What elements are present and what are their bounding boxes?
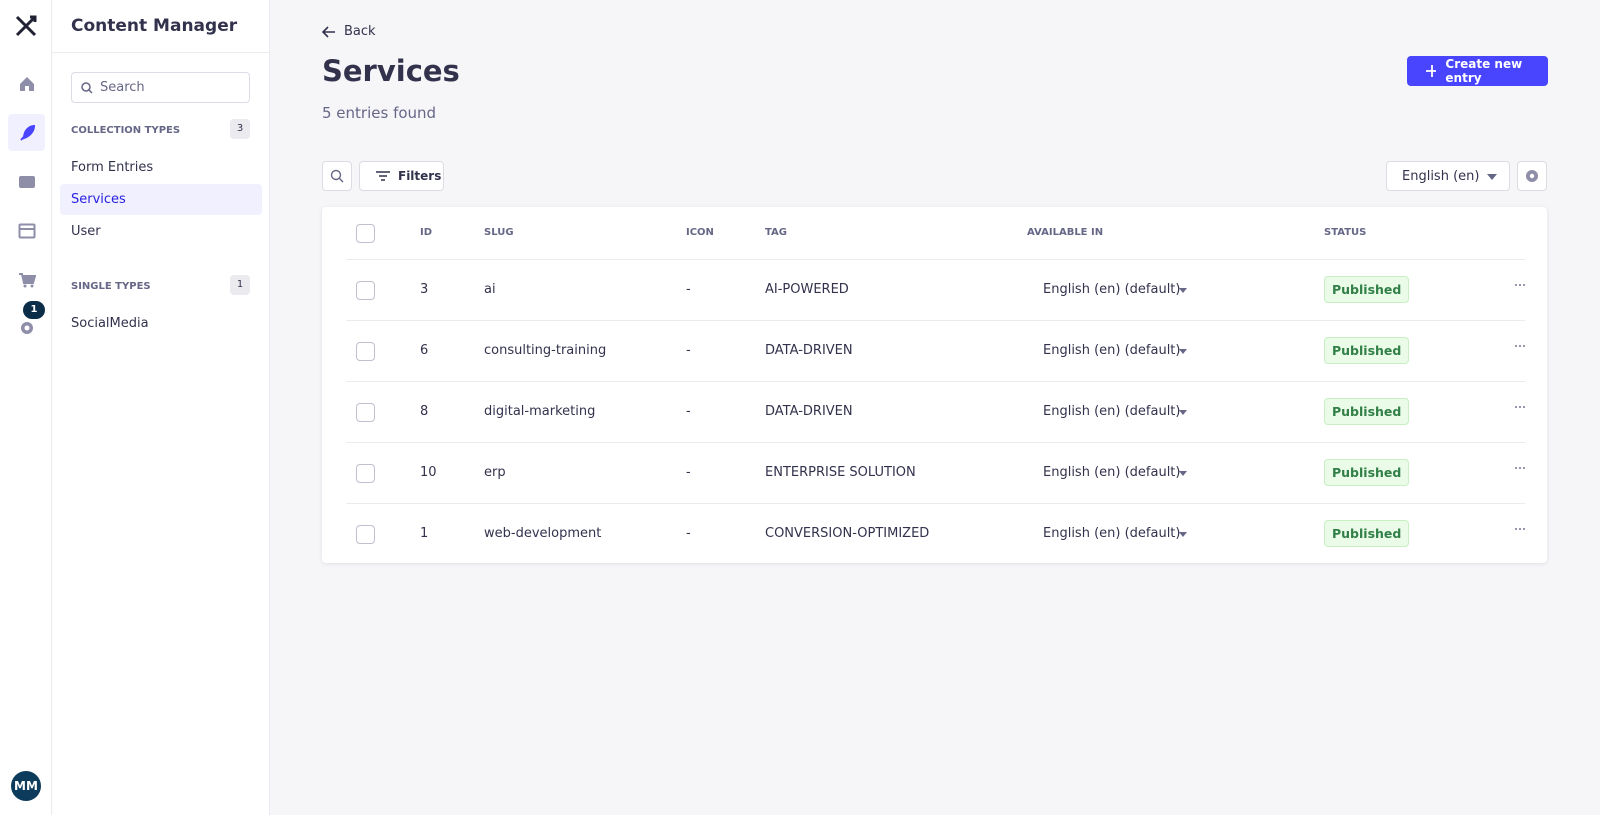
dropdown-arrow[interactable] (1179, 349, 1187, 354)
table-row[interactable]: 10 erp - ENTERPRISE SOLUTION English (en) (d… (346, 443, 1526, 504)
locale-cell[interactable]: English (en) (default) (1043, 282, 1181, 297)
cell: 3 (420, 282, 429, 297)
locale-label: English (en) (1402, 168, 1480, 184)
entries-count: 5 entries found (322, 104, 437, 122)
nav-item[interactable]: Form Entries (71, 160, 154, 175)
checkbox[interactable] (356, 342, 375, 361)
page-title: Services (322, 54, 460, 88)
table-row[interactable]: 8 digital-marketing - DATA-DRIVEN English (e… (346, 382, 1526, 443)
checkbox[interactable] (356, 224, 375, 243)
row-menu[interactable] (1514, 406, 1526, 408)
table-row[interactable]: 6 consulting-training - DATA-DRIVEN English … (346, 321, 1526, 382)
column-header: TAG (765, 227, 787, 238)
table-row[interactable]: 1 web-development - CONVERSION-OPTIMIZED Eng… (346, 504, 1526, 565)
row-menu[interactable] (1514, 528, 1526, 530)
cell: - (686, 343, 691, 358)
status-badge: Published (1324, 520, 1410, 547)
section-title: SINGLE TYPES (71, 281, 151, 292)
search-placeholder: Search (100, 80, 145, 95)
row-menu[interactable] (1514, 284, 1526, 286)
cell: ai (484, 282, 496, 297)
nav-item[interactable]: Services (60, 184, 262, 215)
divider (52, 52, 269, 53)
cell: ENTERPRISE SOLUTION (765, 465, 916, 480)
status-badge: Published (1324, 337, 1410, 364)
section-count: 1 (230, 275, 250, 295)
header-row: ID SLUG ICON TAG AVAILABLE IN STATUS (346, 207, 1525, 260)
column-header: STATUS (1324, 227, 1367, 238)
create-label: Create new entry (1445, 57, 1523, 85)
back-label: Back (344, 24, 376, 39)
row-menu[interactable] (1514, 345, 1526, 347)
dropdown-arrow[interactable] (1179, 410, 1187, 415)
avatar[interactable]: MM (11, 771, 41, 801)
cell: 10 (420, 465, 437, 480)
settings-button[interactable] (1517, 161, 1547, 191)
checkbox[interactable] (356, 281, 375, 300)
column-header: AVAILABLE IN (1027, 227, 1104, 238)
table-row[interactable]: 3 ai - AI-POWERED English (en) (default) Publ… (346, 260, 1526, 321)
locale-select[interactable]: English (en) (1386, 161, 1510, 191)
column-header: SLUG (484, 227, 514, 238)
sidebar: Content Manager Search COLLECTION TYPES 3… (52, 0, 270, 815)
dropdown-arrow[interactable] (1179, 288, 1187, 293)
create-button[interactable]: Create new entry (1407, 56, 1548, 86)
cell: - (686, 465, 691, 480)
cell: 8 (420, 404, 429, 419)
locale-cell[interactable]: English (en) (default) (1043, 404, 1181, 419)
nav-item[interactable]: User (71, 224, 101, 239)
media-link[interactable] (8, 163, 45, 200)
nav-item[interactable]: SocialMedia (71, 316, 149, 331)
cell: AI-POWERED (765, 282, 849, 297)
entries-table: ID SLUG ICON TAG AVAILABLE IN STATUS 3 ai - AI-PO… (322, 207, 1547, 563)
section-count: 3 (230, 119, 250, 139)
cell: DATA-DRIVEN (765, 404, 853, 419)
marketplace-link[interactable] (8, 261, 45, 298)
cell: 1 (420, 526, 429, 541)
cell: - (686, 404, 691, 419)
settings-link[interactable] (8, 309, 45, 346)
cell: web-development (484, 526, 602, 541)
row-menu[interactable] (1514, 467, 1526, 469)
back-link[interactable]: Back (322, 24, 376, 39)
cell: CONVERSION-OPTIMIZED (765, 526, 930, 541)
search-input[interactable]: Search (71, 72, 250, 103)
checkbox[interactable] (356, 464, 375, 483)
checkbox[interactable] (356, 403, 375, 422)
status-badge: Published (1324, 459, 1410, 486)
status-badge: Published (1324, 276, 1410, 303)
cell: erp (484, 465, 506, 480)
section-title: COLLECTION TYPES (71, 125, 181, 136)
filters-button[interactable]: Filters (359, 161, 444, 191)
checkbox[interactable] (356, 525, 375, 544)
status-badge: Published (1324, 398, 1410, 425)
locale-cell[interactable]: English (en) (default) (1043, 526, 1181, 541)
builder-link[interactable] (8, 212, 45, 249)
dropdown-arrow[interactable] (1179, 471, 1187, 476)
filters-label: Filters (398, 169, 442, 183)
dropdown-arrow[interactable] (1179, 532, 1187, 537)
cell: 6 (420, 343, 429, 358)
content-manager-link[interactable] (8, 114, 45, 151)
notification-badge: 1 (23, 301, 45, 319)
cell: - (686, 282, 691, 297)
cell: consulting-training (484, 343, 607, 358)
column-header: ICON (686, 227, 714, 238)
sidebar-title: Content Manager (71, 16, 238, 36)
home-link[interactable] (8, 65, 45, 102)
cell: DATA-DRIVEN (765, 343, 853, 358)
column-header: ID (420, 227, 433, 238)
cell: - (686, 526, 691, 541)
locale-cell[interactable]: English (en) (default) (1043, 465, 1181, 480)
logo[interactable] (14, 14, 38, 38)
locale-cell[interactable]: English (en) (default) (1043, 343, 1181, 358)
cell: digital-marketing (484, 404, 596, 419)
search-button[interactable] (322, 161, 352, 191)
main-nav: 1 MM (0, 0, 52, 815)
